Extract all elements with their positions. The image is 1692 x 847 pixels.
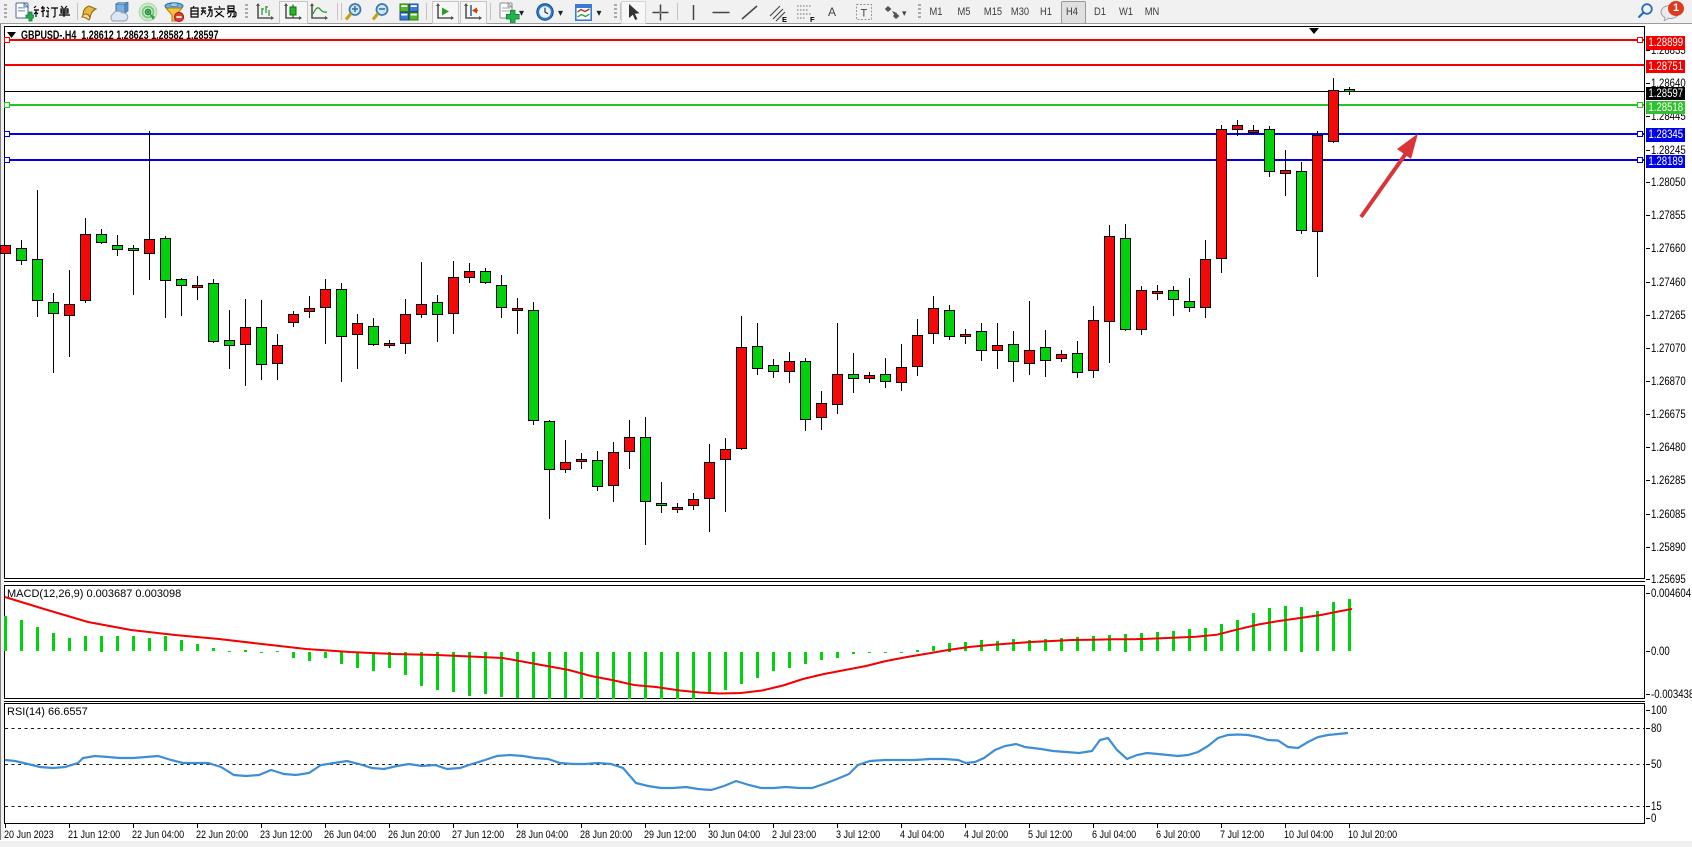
svg-text:F: F: [810, 15, 815, 23]
svg-text:E: E: [782, 15, 787, 23]
svg-text:T: T: [861, 8, 868, 20]
